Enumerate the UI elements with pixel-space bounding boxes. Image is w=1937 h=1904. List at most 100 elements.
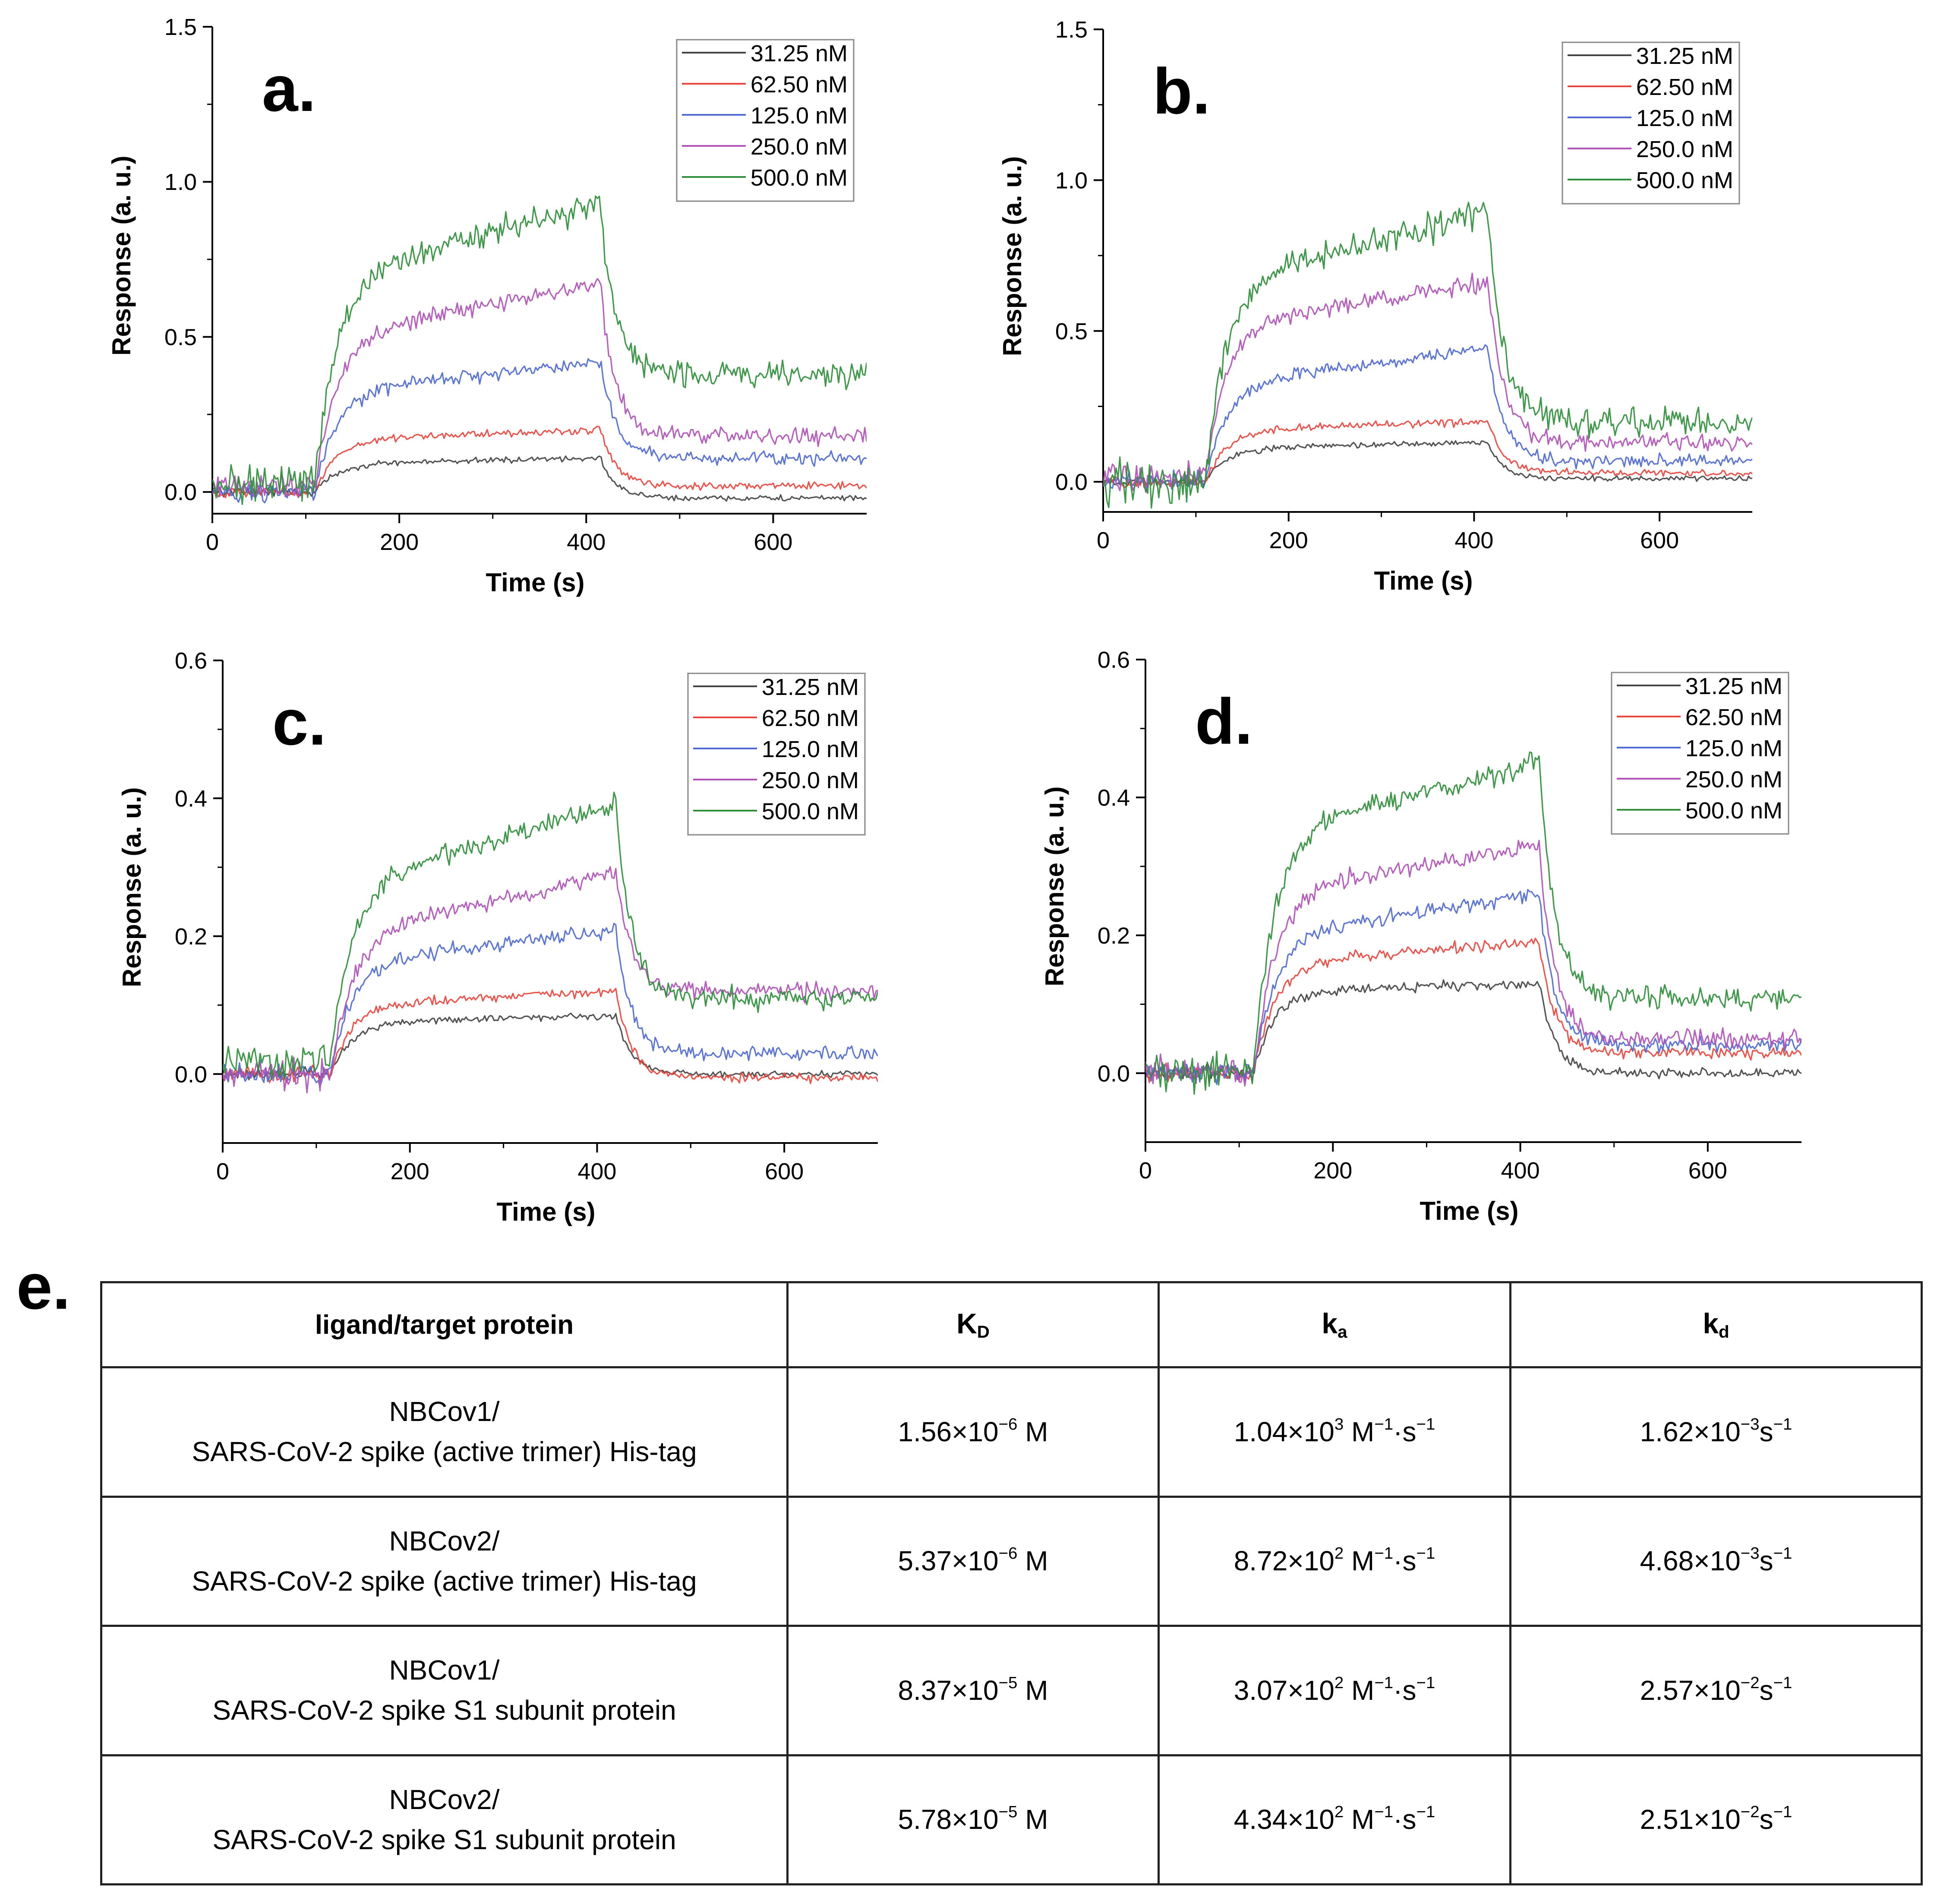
legend-label: 500.0 nM [1685,798,1782,824]
series-line [1103,272,1752,493]
legend-label: 500.0 nM [762,799,859,824]
cell-kd: 5.37×10−6 M [786,1495,1160,1627]
series-line [1103,202,1752,509]
legend-label: 500.0 nM [1636,167,1733,193]
table-row: NBCov2/SARS-CoV-2 spike S1 subunit prote… [100,1754,1923,1885]
kinetics-table: ligand/target protein KD ka kd NBCov1/SA… [100,1281,1923,1885]
y-tick-label: 1.0 [1055,167,1088,193]
legend-label: 250.0 nM [762,767,859,793]
cell-kdiss: 1.62×10−3s−1 [1509,1366,1923,1498]
legend-label: 31.25 nM [751,41,848,66]
y-tick-label: 0.4 [175,786,207,811]
series-line [212,455,867,502]
x-tick-label: 0 [206,529,219,555]
series-line [223,791,878,1080]
legend-label: 31.25 nM [762,674,859,700]
legend-label: 31.25 nM [1636,43,1733,69]
x-tick-label: 400 [1501,1158,1540,1184]
y-tick-label: 0.2 [175,924,207,950]
series-line [1145,751,1801,1095]
y-tick-label: 0.2 [1098,923,1130,949]
x-tick-label: 200 [1269,527,1308,553]
series-line [1145,938,1801,1083]
legend-label: 250.0 nM [751,134,848,160]
x-tick-label: 400 [577,1159,616,1184]
y-axis-title: Response (a. u.) [117,787,146,987]
x-tick-label: 0 [1097,527,1110,553]
legend-box [1562,41,1740,205]
cell-kd: 5.78×10−5 M [786,1754,1160,1885]
legend-label: 250.0 nM [1685,767,1782,793]
legend-box [676,39,855,202]
table-row: NBCov2/SARS-CoV-2 spike (active trimer) … [100,1495,1923,1627]
x-tick-label: 200 [1313,1158,1352,1184]
series-line [212,195,867,505]
series-line [223,988,878,1084]
cell-kd: 8.37×10−5 M [786,1625,1160,1756]
legend-label: 125.0 nM [1685,736,1782,761]
x-tick-label: 0 [1139,1158,1152,1184]
x-tick-label: 400 [1454,527,1493,553]
y-tick-label: 0.6 [175,648,207,674]
series-line [212,425,867,499]
y-tick-label: 0.0 [1055,469,1088,495]
x-axis-title: Time (s) [1420,1197,1519,1225]
cell-ka: 3.07×102 M−1·s−1 [1158,1625,1511,1756]
table-row: NBCov1/SARS-CoV-2 spike S1 subunit prote… [100,1625,1923,1756]
series-line [223,922,878,1087]
panel-label: a. [262,52,316,125]
table-row: NBCov1/SARS-CoV-2 spike (active trimer) … [100,1366,1923,1498]
y-axis-title: Response (a. u.) [1040,786,1069,986]
sensorgram-figure: 0 200 400 600 0.0 0.5 1.0 1.5 Time (s) Response (… [107,14,1801,1226]
legend-label: 31.25 nM [1685,673,1782,699]
series-line [212,358,867,504]
y-tick-label: 0.4 [1098,785,1130,811]
x-tick-label: 600 [1688,1158,1727,1184]
legend-label: 250.0 nM [1636,136,1733,162]
cell-ligand-target: NBCov2/SARS-CoV-2 spike S1 subunit prote… [100,1754,789,1885]
y-tick-label: 0.0 [164,480,197,505]
x-tick-label: 600 [1640,527,1679,553]
cell-ka: 8.72×102 M−1·s−1 [1158,1495,1511,1627]
y-tick-label: 1.5 [164,14,197,40]
cell-kdiss: 2.51×10−2s−1 [1509,1754,1923,1885]
x-tick-label: 200 [391,1159,429,1184]
legend-label: 125.0 nM [762,736,859,762]
x-tick-label: 400 [567,529,606,555]
y-tick-label: 0.5 [164,324,197,350]
header-ka: ka [1158,1281,1511,1368]
y-tick-label: 0.6 [1098,647,1130,673]
cell-ligand-target: NBCov2/SARS-CoV-2 spike (active trimer) … [100,1495,789,1627]
legend-label: 125.0 nM [751,103,848,129]
header-kdiss: kd [1509,1281,1923,1368]
legend-box [687,673,866,836]
cell-ka: 4.34×102 M−1·s−1 [1158,1754,1511,1885]
cell-ka: 1.04×103 M−1·s−1 [1158,1366,1511,1498]
y-tick-label: 1.0 [164,169,197,195]
y-axis-title: Response (a. u.) [998,156,1027,356]
x-tick-label: 600 [765,1159,804,1184]
header-kd: KD [786,1281,1160,1368]
x-axis-title: Time (s) [486,568,585,597]
legend-label: 125.0 nM [1636,105,1733,131]
y-tick-label: 0.0 [1098,1061,1130,1086]
x-tick-label: 200 [380,529,419,555]
series-line [212,278,867,499]
chart-panel-2: 0 200 400 600 0.0 0.5 1.0 1.5 Time (s) Response (… [998,17,1752,595]
panel-label: c. [272,686,326,758]
legend-label: 500.0 nM [751,165,848,191]
series-line [1145,889,1801,1085]
legend-label: 62.50 nM [751,72,848,98]
y-tick-label: 0.5 [1055,319,1088,344]
y-axis-title: Response (a. u.) [107,155,136,355]
legend-label: 62.50 nM [762,705,859,731]
legend-label: 62.50 nM [1685,704,1782,730]
chart-panel-3: 0 200 400 600 0.0 0.2 0.4 0.6 Time (s) Response (… [117,648,878,1226]
x-tick-label: 600 [754,529,792,555]
cell-kdiss: 4.68×10−3s−1 [1509,1495,1923,1627]
cell-kd: 1.56×10−6 M [786,1366,1160,1498]
chart-panel-1: 0 200 400 600 0.0 0.5 1.0 1.5 Time (s) Response (… [107,14,867,597]
series-line [1103,344,1752,493]
y-tick-label: 1.5 [1055,17,1088,43]
panel-label: b. [1153,55,1210,127]
